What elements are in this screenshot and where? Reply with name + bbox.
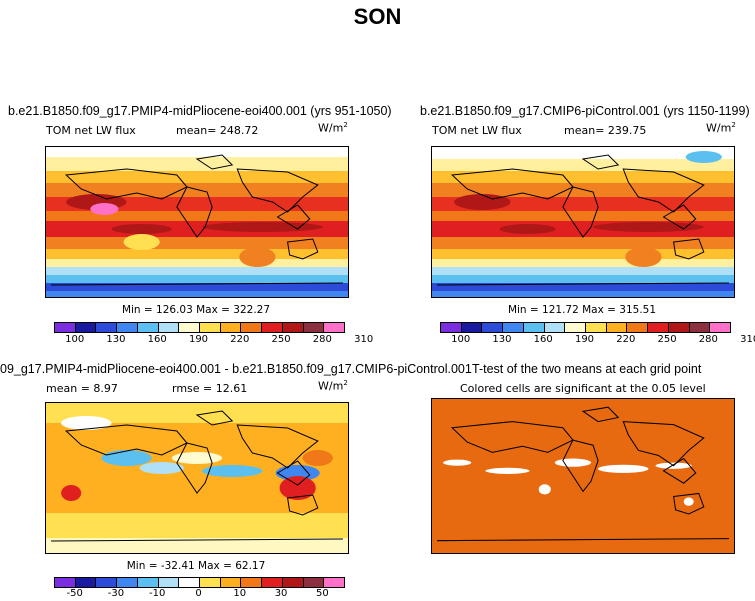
colorbar-tick-label: 220 [230, 334, 250, 345]
colorbar-tick-label: 280 [698, 334, 718, 345]
colorbar-swatch [324, 578, 345, 587]
colorbar-swatch [75, 578, 97, 587]
colorbar-swatch [137, 578, 159, 587]
colorbar-tick-label: 310 [354, 334, 374, 345]
colorbar-tick-label: 310 [740, 334, 755, 345]
panel-title-bottom-left: 09_g17.PMIP4-midPliocene-eoi400.001 - b.… [0, 362, 472, 376]
figure-title: SON [353, 4, 402, 29]
variable-label-top-right: TOM net LW flux [432, 124, 522, 137]
colorbar-tick-label: -10 [149, 588, 166, 599]
colorbar-swatch [200, 578, 221, 587]
colorbar-tick-label: 280 [312, 334, 332, 345]
colorbar-tick-label: 10 [233, 588, 247, 599]
colorbar-swatch [586, 323, 607, 332]
colorbar-labels-top-left: 100 130 160 190 220 250 280 310 [54, 334, 373, 348]
colorbar-labels-bottom-left: -50 -30 -10 0 10 30 50 [54, 588, 343, 601]
colorbar-tick-label: 100 [451, 334, 471, 345]
significance-note: Colored cells are significant at the 0.0… [460, 382, 706, 395]
colorbar-swatch [441, 323, 462, 332]
map-top-right [431, 146, 735, 298]
rmse-label-bottom-left: rmse = 12.61 [172, 382, 248, 395]
colorbar-swatch [689, 323, 711, 332]
colorbar-swatch [461, 323, 483, 332]
colorbar-swatch [96, 578, 118, 587]
minmax-top-right: Min = 121.72 Max = 315.51 [507, 304, 657, 316]
colorbar-swatch [668, 323, 690, 332]
colorbar-tick-label: -50 [66, 588, 83, 599]
colorbar-swatch [606, 323, 628, 332]
colorbar-swatch [179, 323, 201, 332]
colorbar-labels-top-right: 100 130 160 190 220 250 280 310 [440, 334, 755, 348]
colorbar-tick-label: 190 [188, 334, 209, 345]
colorbar-swatch [282, 323, 304, 332]
colorbar-swatch [55, 323, 76, 332]
colorbar-swatch [200, 323, 221, 332]
colorbar-swatch [158, 323, 180, 332]
colorbar-tick-label: 220 [616, 334, 636, 345]
colorbar-swatch [220, 323, 242, 332]
minmax-bottom-left: Min = -32.41 Max = 62.17 [126, 560, 266, 572]
colorbar-swatch [117, 578, 138, 587]
units-label-top-left: W/m2 [318, 121, 348, 135]
mean-label-top-left: mean= 248.72 [176, 124, 259, 137]
units-label-top-right: W/m2 [706, 121, 736, 135]
colorbar-tick-label: 130 [492, 334, 512, 345]
colorbar-tick-label: -30 [107, 588, 125, 599]
colorbar-tick-label: 160 [147, 334, 167, 345]
colorbar-tick-label: 130 [106, 334, 126, 345]
colorbar-tick-label: 250 [657, 334, 677, 345]
colorbar-swatch [565, 323, 587, 332]
units-label-bottom-left: W/m2 [318, 379, 348, 393]
colorbar-swatch [482, 323, 504, 332]
colorbar-swatch [96, 323, 118, 332]
variable-label-top-left: TOM net LW flux [46, 124, 136, 137]
colorbar-swatch [158, 578, 180, 587]
colorbar-top-right [440, 322, 731, 333]
colorbar-top-left [54, 322, 345, 333]
colorbar-tick-label: 30 [274, 588, 288, 599]
mean-label-bottom-left: mean = 8.97 [46, 382, 118, 395]
colorbar-bottom-left [54, 577, 345, 588]
map-bottom-right [431, 398, 735, 554]
colorbar-swatch [262, 323, 283, 332]
colorbar-swatch [282, 578, 304, 587]
colorbar-tick-label: 190 [574, 334, 595, 345]
colorbar-swatch [75, 323, 97, 332]
colorbar-swatch [503, 323, 524, 332]
map-top-left [45, 146, 349, 298]
colorbar-swatch [262, 578, 283, 587]
mean-label-top-right: mean= 239.75 [564, 124, 647, 137]
panel-title-top-right: b.e21.B1850.f09_g17.CMIP6-piControl.001 … [420, 104, 750, 118]
colorbar-swatch [648, 323, 669, 332]
colorbar-tick-label: 100 [65, 334, 85, 345]
colorbar-swatch [241, 323, 263, 332]
colorbar-tick-label: 50 [315, 588, 329, 599]
colorbar-swatch [627, 323, 649, 332]
colorbar-swatch [55, 578, 76, 587]
colorbar-swatch [303, 323, 325, 332]
colorbar-swatch [544, 323, 566, 332]
map-bottom-left [45, 402, 349, 554]
colorbar-swatch [179, 578, 201, 587]
colorbar-tick-label: 250 [271, 334, 291, 345]
colorbar-swatch [710, 323, 731, 332]
colorbar-tick-label: 160 [533, 334, 553, 345]
colorbar-swatch [303, 578, 325, 587]
colorbar-swatch [117, 323, 138, 332]
colorbar-swatch [324, 323, 345, 332]
panel-title-bottom-right: T-test of the two means at each grid poi… [472, 362, 702, 376]
colorbar-swatch [220, 578, 242, 587]
panel-title-top-left: b.e21.B1850.f09_g17.PMIP4-midPliocene-eo… [8, 104, 392, 118]
colorbar-swatch [523, 323, 545, 332]
colorbar-tick-label: 0 [195, 588, 202, 599]
colorbar-swatch [137, 323, 159, 332]
minmax-top-left: Min = 126.03 Max = 322.27 [121, 304, 271, 316]
colorbar-swatch [241, 578, 263, 587]
